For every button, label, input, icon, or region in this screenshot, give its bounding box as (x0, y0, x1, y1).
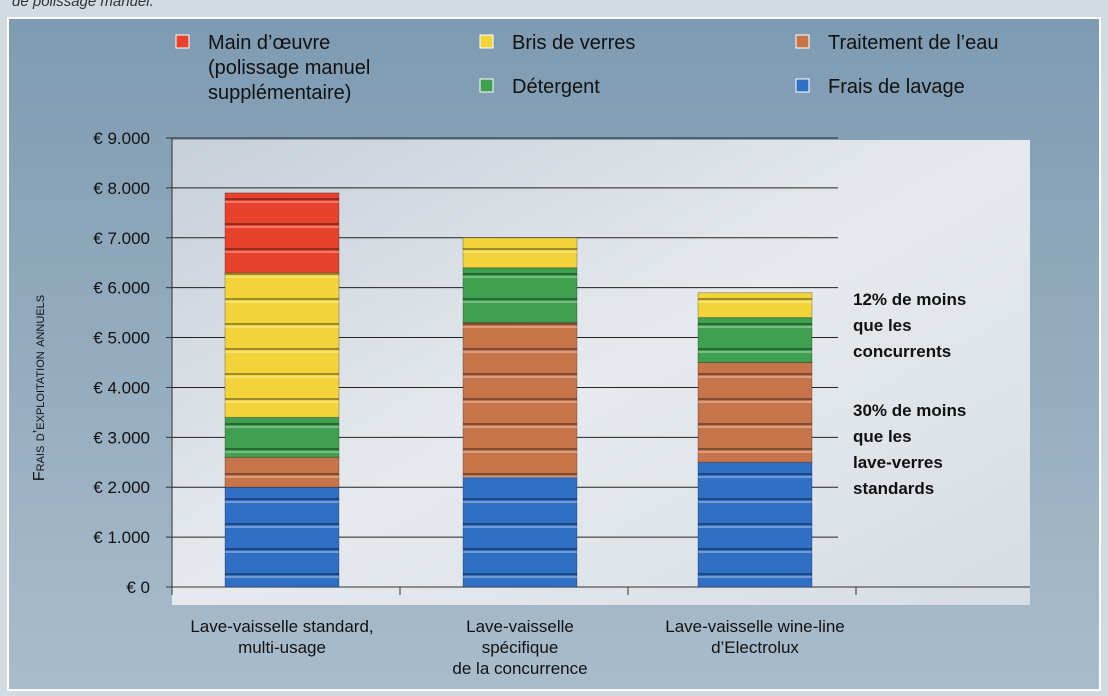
legend-swatch (479, 78, 494, 93)
crate-texture (463, 237, 577, 268)
legend-swatch (795, 78, 810, 93)
y-tick-label: € 3.000 (93, 428, 150, 447)
legend-swatch (175, 34, 190, 49)
y-axis-label: Frais d’exploitation annuels (31, 295, 48, 481)
crate-texture (463, 477, 577, 587)
legend-label: Frais de lavage (828, 76, 965, 98)
crate-texture (698, 317, 812, 363)
crate-texture (225, 417, 339, 458)
crate-texture (225, 457, 339, 488)
crate-texture (463, 267, 577, 323)
legend-label: Main d’œuvre (polissage manuel supplémenta… (208, 32, 370, 104)
y-tick-label: € 0 (126, 578, 150, 597)
caption: de polissage manuel. (12, 0, 154, 10)
legend-swatch (479, 34, 494, 49)
crate-texture (698, 362, 812, 463)
y-tick-label: € 6.000 (93, 279, 150, 298)
legend-label: Traitement de l’eau (828, 32, 998, 54)
y-tick-label: € 1.000 (93, 528, 150, 547)
x-tick-label: Lave-vaisselle standard, multi-usage (190, 617, 373, 657)
crate-texture (225, 192, 339, 273)
crate-texture (225, 487, 339, 587)
crate-texture (463, 322, 577, 478)
crate-texture (225, 272, 339, 418)
y-tick-label: € 8.000 (93, 179, 150, 198)
annotation: 30% de moins que les lave-verres standards (853, 401, 966, 498)
legend-label: Bris de verres (512, 32, 635, 54)
x-tick-label: Lave-vaisselle wine-line d’Electrolux (665, 617, 845, 657)
y-tick-label: € 2.000 (93, 478, 150, 497)
y-tick-label: € 9.000 (93, 129, 150, 148)
y-tick-label: € 4.000 (93, 378, 150, 397)
x-tick-label: Lave-vaisselle spécifique de la concurrenc… (452, 617, 587, 678)
y-tick-label: € 7.000 (93, 229, 150, 248)
annotation: 12% de moins que les concurrents (853, 290, 966, 361)
legend-swatch (795, 34, 810, 49)
crate-texture (698, 462, 812, 587)
y-tick-label: € 5.000 (93, 329, 150, 348)
legend-label: Détergent (512, 76, 600, 98)
crate-texture (698, 292, 812, 318)
